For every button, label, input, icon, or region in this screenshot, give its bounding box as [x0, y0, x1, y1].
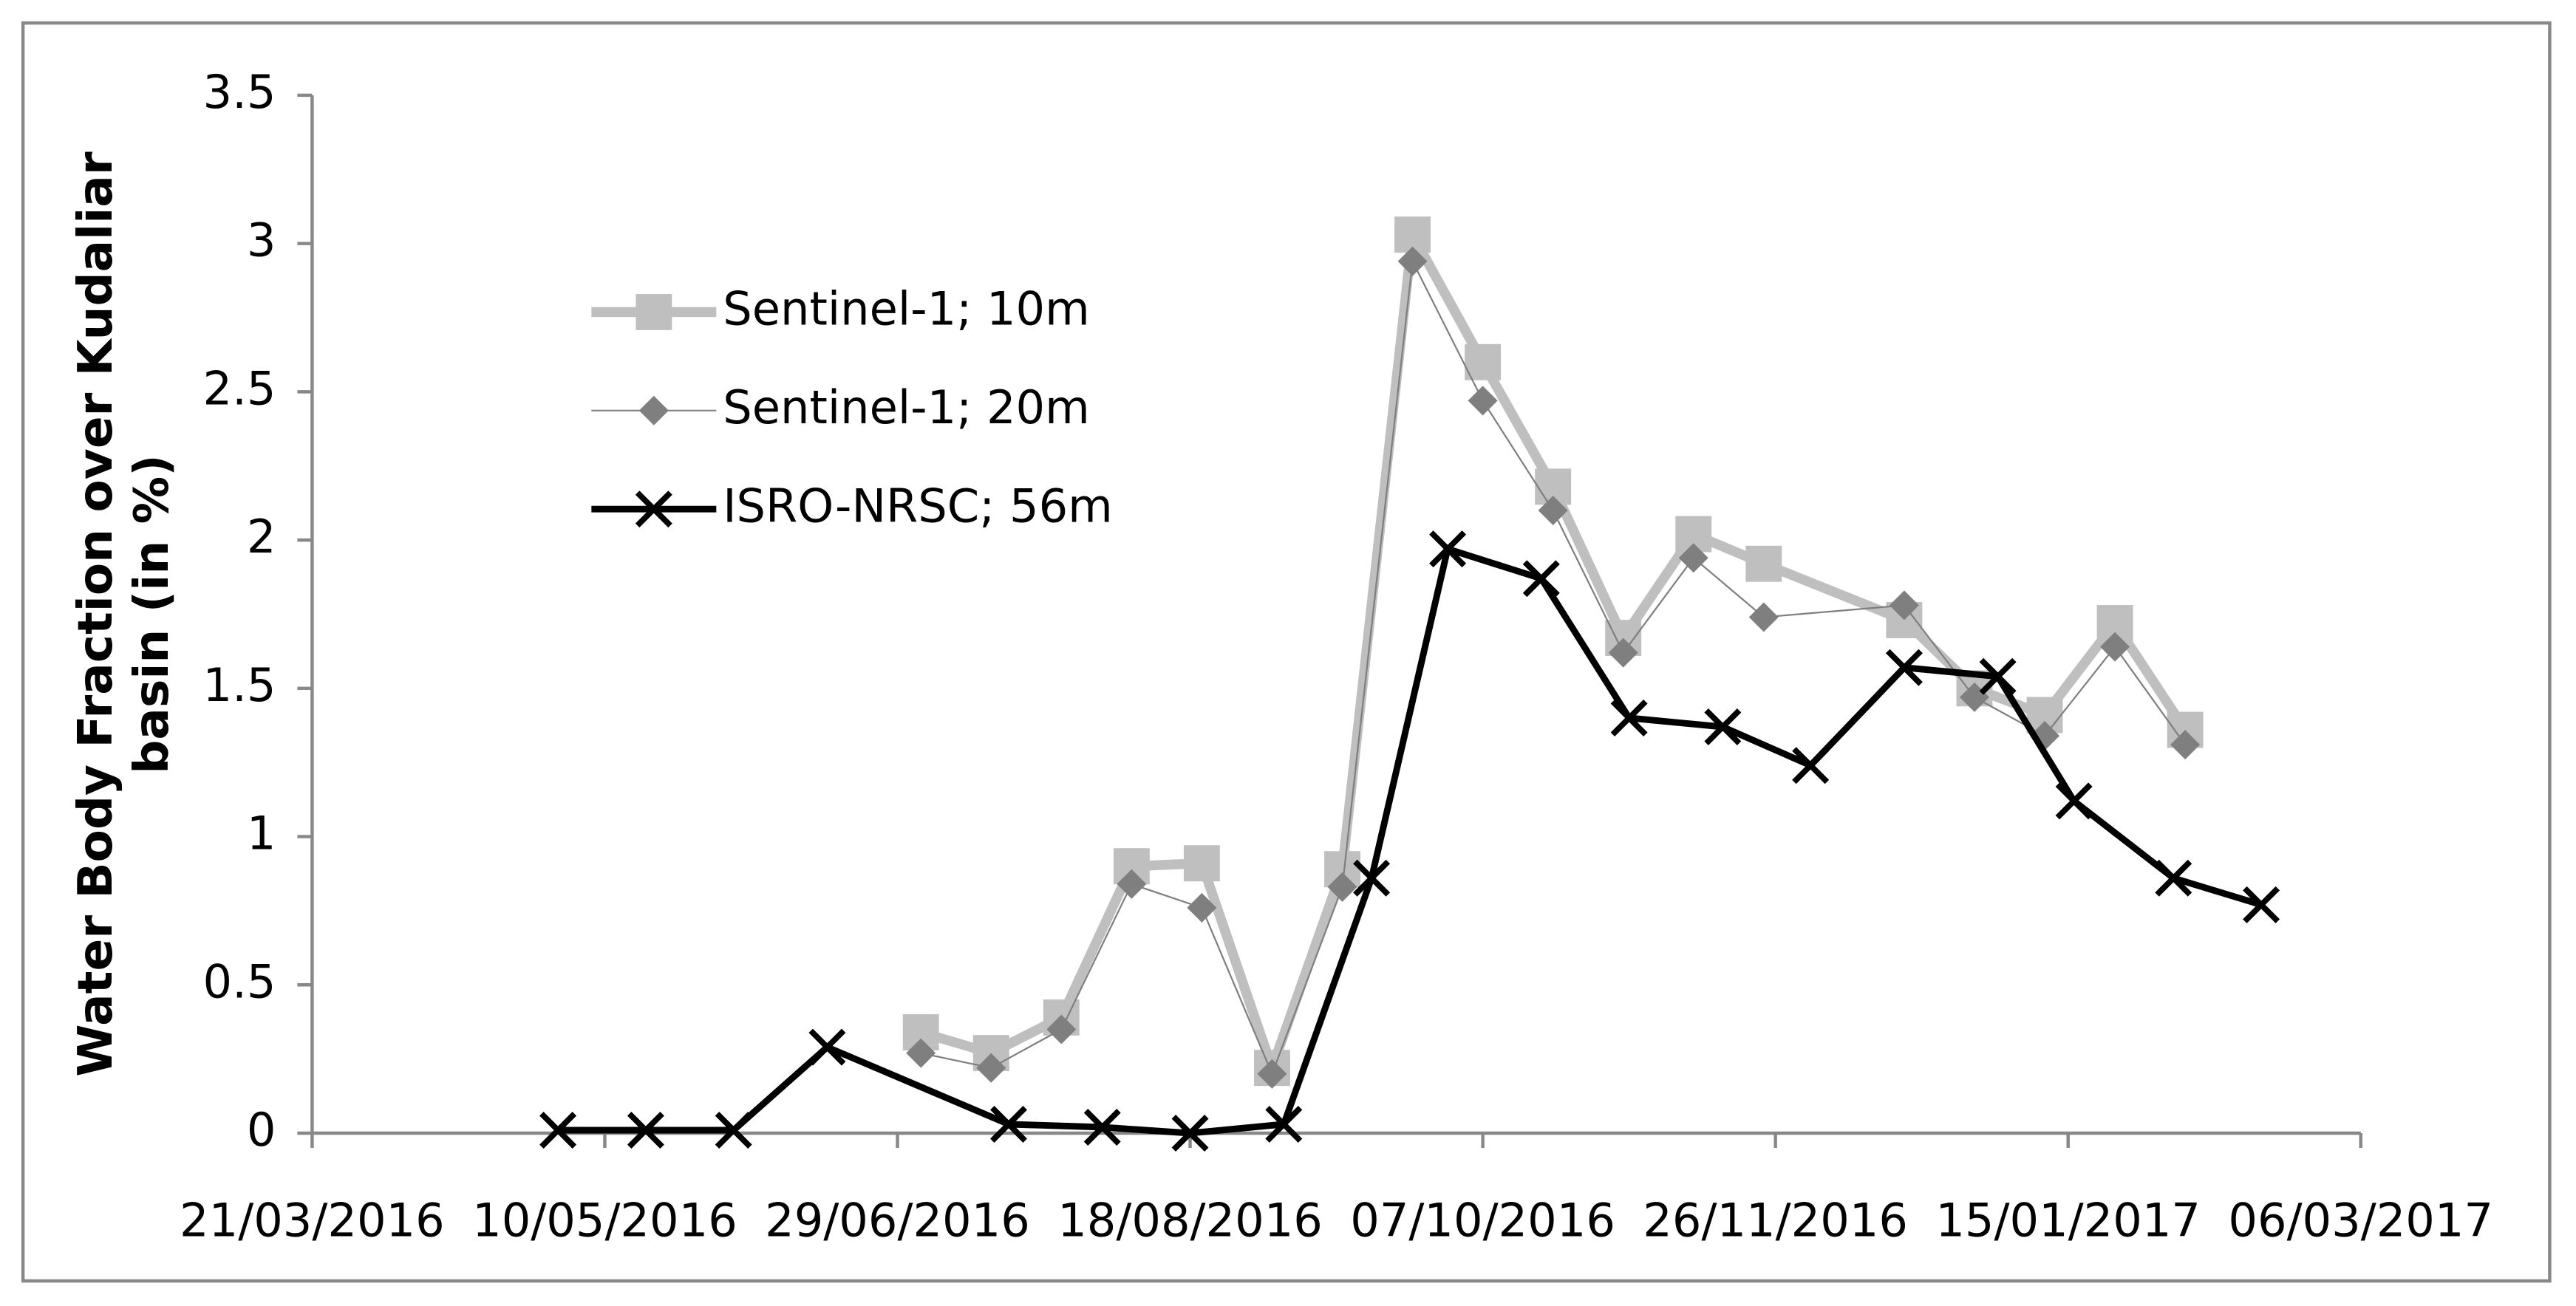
marker: [1353, 859, 1391, 897]
marker: [1889, 590, 1919, 620]
marker: [715, 1112, 752, 1149]
y-axis-label: Water Body Fraction over Kudaliar basin …: [67, 151, 180, 1077]
marker: [1429, 530, 1467, 568]
y-tick-label: 0.5: [203, 954, 276, 1008]
marker: [1468, 386, 1498, 416]
marker: [635, 490, 672, 528]
x-tick-label: 15/01/2017: [1935, 1193, 2201, 1247]
marker: [1522, 560, 1560, 598]
marker: [636, 293, 672, 330]
marker: [2243, 886, 2280, 923]
marker: [1610, 700, 1648, 736]
marker: [539, 1112, 577, 1149]
marker: [1187, 892, 1217, 923]
marker: [1171, 1115, 1209, 1152]
legend-label: ISRO-NRSC; 56m: [723, 479, 1113, 533]
marker: [2055, 782, 2093, 820]
marker: [1979, 657, 2017, 695]
marker: [1257, 1059, 1287, 1089]
y-tick-label: 2: [247, 510, 276, 564]
frame: [21, 21, 2552, 1283]
marker: [1885, 649, 1923, 686]
marker: [990, 1105, 1027, 1143]
x-tick-label: 29/06/2016: [765, 1193, 1030, 1247]
marker: [1678, 543, 1708, 573]
marker: [1183, 845, 1220, 882]
x-tick-label: 21/03/2016: [180, 1193, 445, 1247]
marker: [1397, 246, 1428, 276]
y-tick-label: 3: [247, 213, 276, 267]
marker: [1327, 872, 1357, 902]
marker: [976, 1053, 1006, 1083]
marker: [1704, 708, 1742, 746]
marker: [1083, 1108, 1121, 1146]
y-tick-label: 0: [247, 1103, 276, 1157]
marker: [1745, 545, 1782, 582]
marker: [627, 1112, 664, 1149]
marker: [638, 395, 669, 425]
y-tick-label: 1.5: [203, 658, 276, 712]
y-tick-label: 3.5: [203, 65, 276, 119]
series-line: [558, 545, 2263, 1137]
x-tick-label: 07/10/2016: [1350, 1193, 1615, 1247]
marker: [2170, 730, 2201, 760]
marker: [1265, 1105, 1303, 1143]
y-tick-label: 1: [247, 807, 276, 861]
marker: [2155, 859, 2192, 897]
x-tick-label: 18/08/2016: [1057, 1193, 1323, 1247]
marker: [1046, 1014, 1077, 1045]
marker: [2100, 632, 2130, 662]
marker: [1465, 343, 1502, 380]
x-tick-label: 26/11/2016: [1643, 1193, 1908, 1247]
marker: [1748, 602, 1779, 632]
marker: [906, 1038, 936, 1068]
legend-label: Sentinel-1; 10m: [723, 281, 1090, 335]
x-tick-label: 10/05/2016: [472, 1193, 737, 1247]
series-line: [919, 229, 2190, 1073]
marker: [1538, 495, 1568, 525]
legend-label: Sentinel-1; 20m: [723, 380, 1090, 434]
x-tick-label: 06/03/2017: [2228, 1193, 2493, 1247]
marker: [1117, 869, 1147, 899]
marker: [808, 1028, 846, 1066]
marker: [1792, 747, 1830, 784]
y-tick-label: 2.5: [203, 361, 276, 415]
series-line: [920, 260, 2187, 1075]
